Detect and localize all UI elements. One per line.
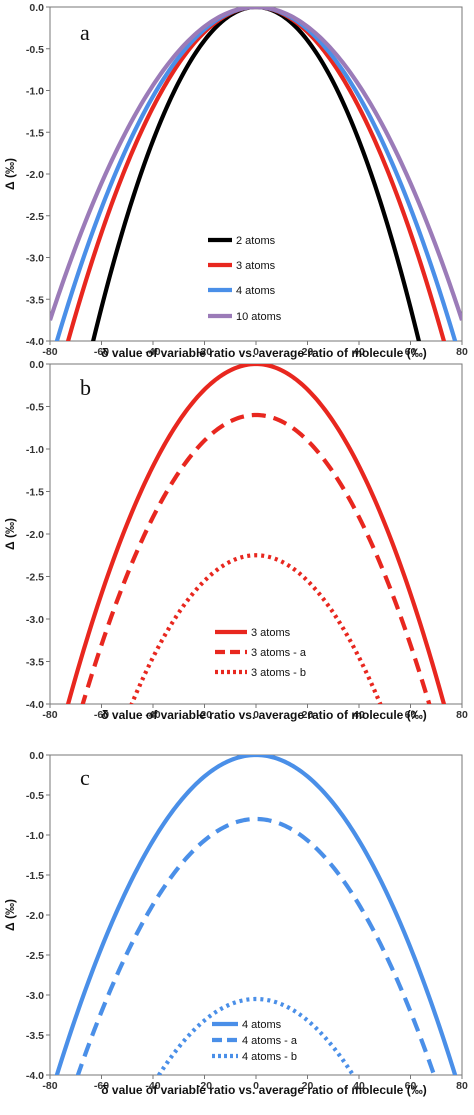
- y-tick-label: -4.0: [26, 1070, 44, 1082]
- x-tick-label: -20: [197, 346, 212, 358]
- x-axis-label: δ value of variable ratio vs. average ra…: [101, 1083, 426, 1097]
- y-tick-label: -0.5: [26, 402, 44, 414]
- x-tick-label: 40: [353, 709, 365, 721]
- x-tick-label: 20: [302, 1080, 314, 1092]
- x-tick-label: -80: [42, 709, 57, 721]
- y-tick-label: -3.0: [26, 614, 44, 626]
- series-line-10-atoms: [50, 7, 462, 321]
- x-tick-label: 0: [253, 1080, 259, 1092]
- legend-label: 2 atoms: [236, 235, 276, 247]
- legend-label: 3 atoms - a: [251, 647, 307, 659]
- y-tick-label: 0.0: [29, 750, 44, 762]
- x-tick-label: -80: [42, 346, 57, 358]
- series-line-3-atoms---a: [80, 412, 432, 704]
- y-tick-label: -3.5: [26, 657, 44, 669]
- x-tick-label: -20: [197, 1080, 212, 1092]
- series-line-3-atoms: [65, 7, 447, 341]
- y-tick-label: -2.0: [26, 169, 44, 181]
- x-tick-label: 20: [302, 709, 314, 721]
- y-tick-label: -3.0: [26, 990, 44, 1002]
- series-line-4-atoms---a: [75, 816, 437, 1075]
- x-tick-label: -40: [145, 1080, 160, 1092]
- y-tick-label: 0.0: [29, 2, 44, 14]
- x-tick-label: 80: [456, 709, 468, 721]
- y-tick-label: -1.5: [26, 127, 44, 139]
- x-tick-label: 80: [456, 346, 468, 358]
- y-tick-label: -1.0: [26, 830, 44, 842]
- y-tick-label: -2.5: [26, 950, 44, 962]
- panel-letter: b: [80, 375, 91, 400]
- y-tick-label: -1.5: [26, 487, 44, 499]
- x-tick-label: -60: [94, 346, 109, 358]
- y-tick-label: -4.0: [26, 336, 44, 348]
- legend-label: 10 atoms: [236, 311, 282, 323]
- series-line-4-atoms---b: [156, 996, 356, 1075]
- y-tick-label: -2.0: [26, 910, 44, 922]
- x-axis-label: δ value of variable ratio vs. average ra…: [101, 346, 426, 360]
- y-tick-label: -2.0: [26, 529, 44, 541]
- y-tick-label: -3.5: [26, 294, 44, 306]
- chart-panel-b: -80 -60 -40 -20 0 20 40 60 80 0.0 -0.5 -1.0 -1.5 -2.0…: [3, 359, 468, 722]
- x-tick-label: 0: [253, 709, 259, 721]
- legend-label: 3 atoms: [236, 260, 276, 272]
- y-tick-label: -0.5: [26, 44, 44, 56]
- legend-label: 4 atoms: [242, 1019, 282, 1031]
- x-tick-label: 40: [353, 346, 365, 358]
- series-line-4-atoms: [54, 755, 458, 1075]
- series-line-4-atoms: [54, 7, 458, 341]
- series-line-2-atoms: [90, 7, 422, 341]
- x-tick-label: 20: [302, 346, 314, 358]
- y-tick-label: -2.5: [26, 211, 44, 223]
- y-axis-label: Δ (‰): [3, 518, 17, 550]
- x-tick-label: -20: [197, 709, 212, 721]
- series-line-3-atoms: [65, 364, 447, 704]
- legend-label: 3 atoms: [251, 627, 291, 639]
- y-tick-label: 0.0: [29, 359, 44, 371]
- y-axis-label: Δ (‰): [3, 158, 17, 190]
- y-tick-label: -3.5: [26, 1030, 44, 1042]
- chart-panel-c: -80 -60 -40 -20 0 20 40 60 80 0.0 -0.5 -1.0 -1.5 -2.0…: [3, 750, 468, 1097]
- x-tick-label: 0: [253, 346, 259, 358]
- legend-label: 4 atoms - b: [242, 1051, 297, 1063]
- x-tick-label: -60: [94, 1080, 109, 1092]
- legend-label: 4 atoms: [236, 285, 276, 297]
- legend-label: 4 atoms - a: [242, 1035, 298, 1047]
- y-tick-label: -4.0: [26, 699, 44, 711]
- x-tick-label: 60: [405, 346, 417, 358]
- panel-letter: c: [80, 765, 90, 790]
- panel-letter: a: [80, 20, 90, 45]
- x-axis-label: δ value of variable ratio vs. average ra…: [101, 708, 426, 722]
- y-tick-label: -1.0: [26, 444, 44, 456]
- x-tick-label: -40: [145, 346, 160, 358]
- legend-label: 3 atoms - b: [251, 667, 306, 679]
- x-tick-label: 60: [405, 709, 417, 721]
- y-tick-label: -2.5: [26, 572, 44, 584]
- x-tick-label: -40: [145, 709, 160, 721]
- y-tick-label: -0.5: [26, 790, 44, 802]
- y-tick-label: -3.0: [26, 253, 44, 265]
- chart-panel-a: -80 -60 -40 -20 0 20 40 60 80 0.0 -0.5 -1.0 -1.5 -2.0…: [3, 2, 468, 360]
- y-tick-label: -1.5: [26, 870, 44, 882]
- series-line-3-atoms---b: [129, 553, 383, 704]
- x-tick-label: -60: [94, 709, 109, 721]
- x-tick-label: 80: [456, 1080, 468, 1092]
- y-axis-label: Δ (‰): [3, 899, 17, 931]
- x-tick-label: 40: [353, 1080, 365, 1092]
- x-tick-label: -80: [42, 1080, 57, 1092]
- x-tick-label: 60: [405, 1080, 417, 1092]
- y-tick-label: -1.0: [26, 86, 44, 98]
